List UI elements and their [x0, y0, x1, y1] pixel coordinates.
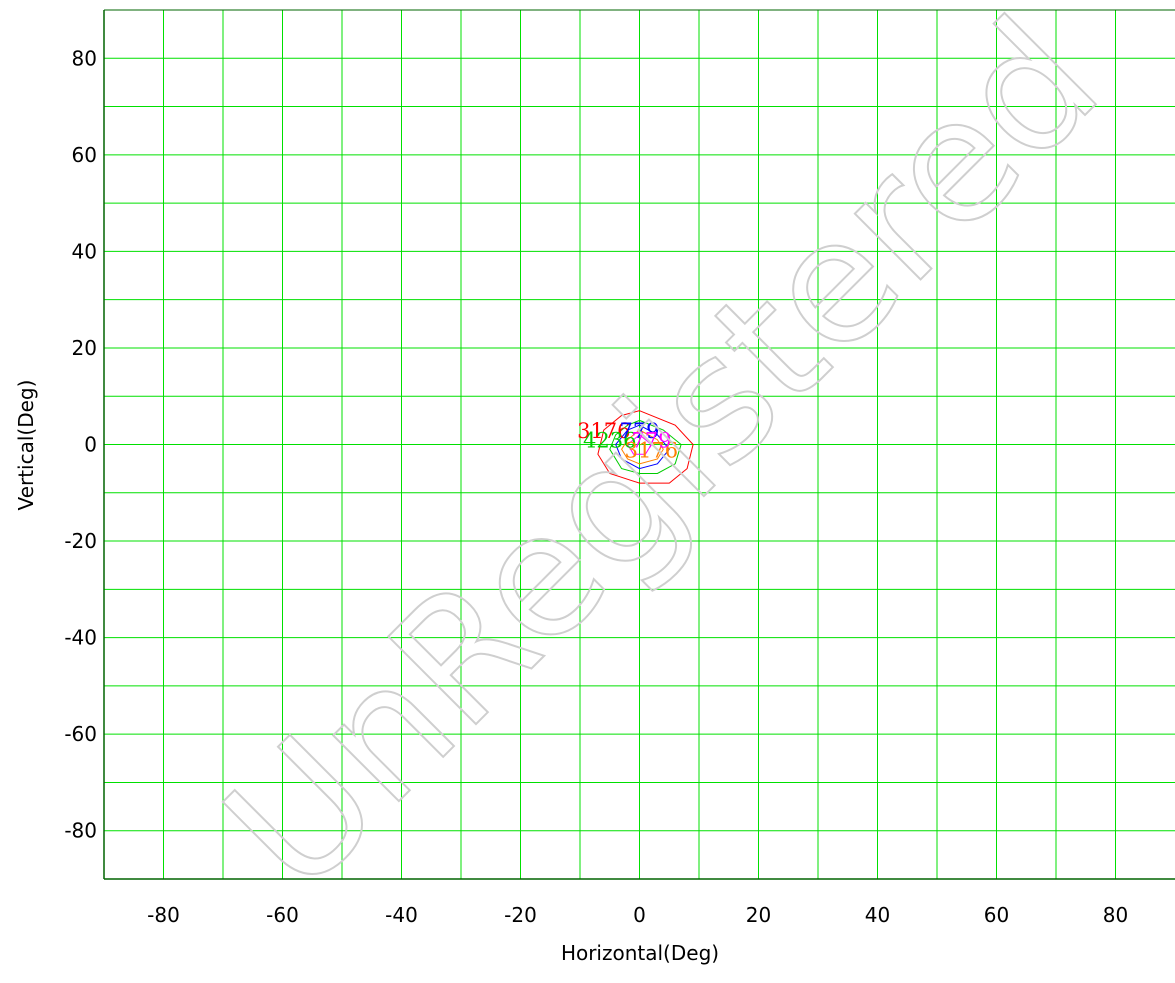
y-tick-label: 40 [72, 239, 97, 263]
y-tick-label: -60 [64, 722, 97, 746]
y-tick-label: -40 [64, 626, 97, 650]
contour-label: 3176 [577, 419, 630, 443]
contour-label: 779 [619, 419, 659, 443]
x-tick-label: 0 [633, 903, 646, 927]
y-tick-label: 0 [84, 433, 97, 457]
y-tick-label: 80 [72, 46, 97, 70]
watermark-logo: UnRegistered [189, 0, 1136, 929]
contour-line [626, 434, 653, 455]
y-tick-label: -20 [64, 529, 97, 553]
contour-label: 3176 [625, 438, 678, 462]
x-tick-label: -40 [385, 903, 418, 927]
contour-series [597, 410, 694, 484]
contour-line [597, 410, 694, 484]
y-tick-label: 20 [72, 336, 97, 360]
x-tick-label: 40 [865, 903, 890, 927]
y-tick-label: -80 [64, 819, 97, 843]
y-tick-label: 60 [72, 143, 97, 167]
contour-label: 4236 [583, 429, 636, 453]
x-tick-label: -20 [504, 903, 537, 927]
x-tick-label: 60 [984, 903, 1009, 927]
grid-lines [104, 10, 1175, 879]
y-axis-title: Vertical(Deg) [14, 380, 38, 511]
x-tick-label: 80 [1103, 903, 1128, 927]
x-tick-label: 20 [746, 903, 771, 927]
x-tick-label: -80 [147, 903, 180, 927]
axes [103, 9, 1175, 880]
contour-line [615, 424, 670, 470]
contour-label: 779 [631, 429, 671, 453]
contour-line [621, 429, 664, 465]
tick-labels: -80 -60 -40 -20 0 20 40 60 80 80 60 40 20 0 -20 -40 -60 -… [64, 46, 1128, 927]
contour-line [609, 419, 682, 474]
x-tick-label: -60 [266, 903, 299, 927]
x-axis-title: Horizontal(Deg) [561, 941, 719, 965]
